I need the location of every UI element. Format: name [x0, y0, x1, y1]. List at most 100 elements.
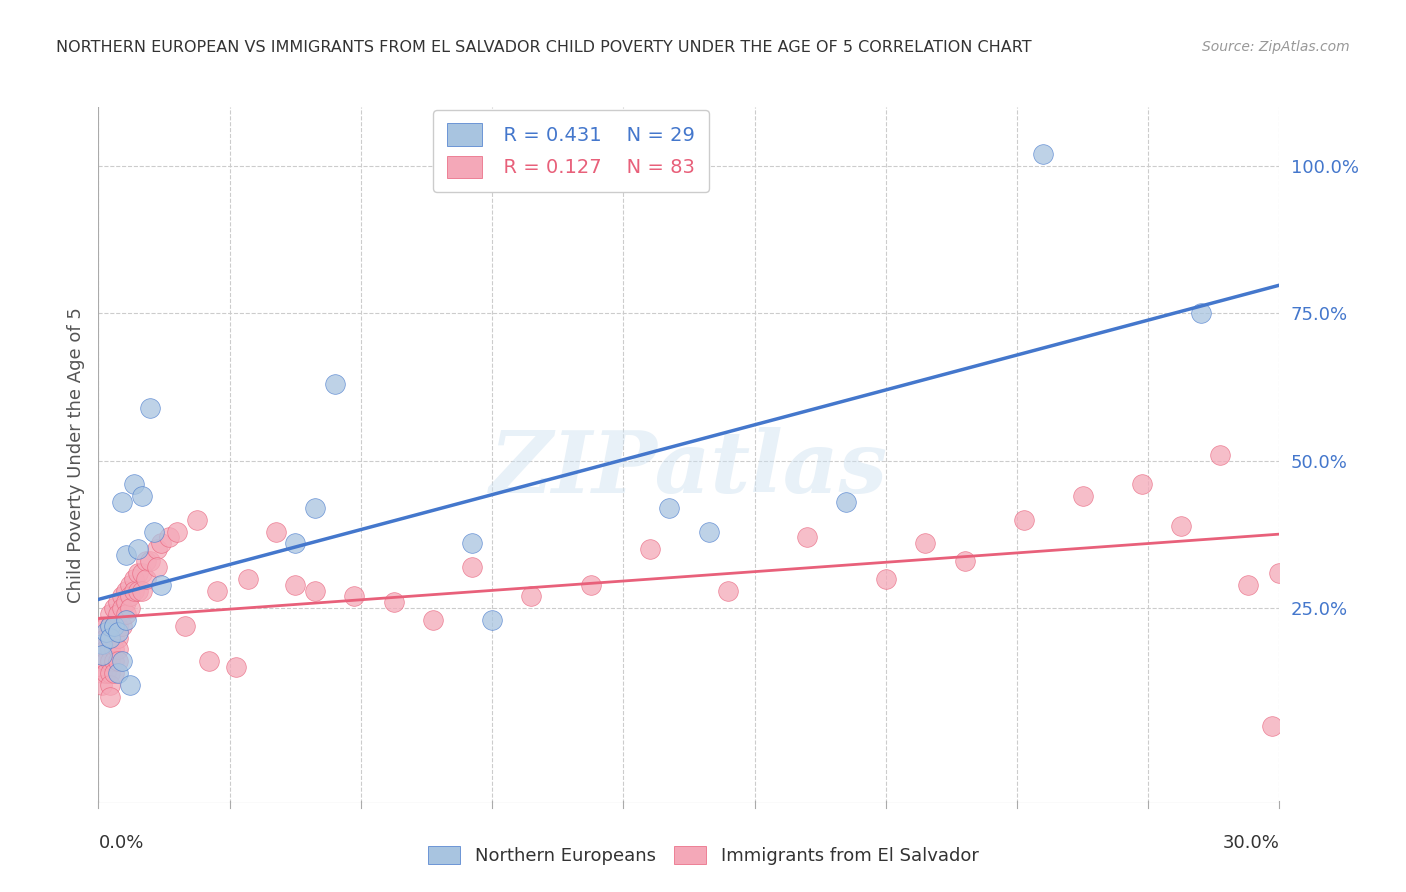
Point: [111, 654, 134, 668]
Point: [138, 401, 160, 415]
Point: [115, 607, 138, 621]
Point: [107, 607, 129, 621]
Point: [835, 495, 858, 509]
Point: [107, 654, 129, 668]
Text: Source: ZipAtlas.com: Source: ZipAtlas.com: [1202, 40, 1350, 54]
Point: [96, 666, 118, 681]
Point: [205, 583, 228, 598]
Point: [236, 572, 259, 586]
Point: [1209, 448, 1232, 462]
Point: [98, 678, 121, 692]
Point: [284, 577, 307, 591]
Point: [150, 577, 173, 591]
Point: [98, 690, 121, 704]
Point: [118, 601, 141, 615]
Point: [1012, 513, 1035, 527]
Point: [225, 660, 247, 674]
Point: [323, 377, 346, 392]
Legend: Northern Europeans, Immigrants from El Salvador: Northern Europeans, Immigrants from El S…: [419, 837, 987, 874]
Text: ZIPatlas: ZIPatlas: [489, 427, 889, 510]
Point: [382, 595, 405, 609]
Point: [103, 666, 125, 681]
Point: [1260, 719, 1282, 733]
Point: [98, 619, 121, 633]
Point: [98, 666, 121, 681]
Point: [98, 619, 121, 633]
Point: [697, 524, 720, 539]
Point: [304, 500, 326, 515]
Point: [1130, 477, 1153, 491]
Point: [103, 642, 125, 657]
Point: [91, 666, 114, 681]
Point: [122, 477, 145, 491]
Point: [481, 613, 503, 627]
Point: [96, 624, 118, 639]
Point: [717, 583, 740, 598]
Point: [118, 678, 141, 692]
Y-axis label: Child Poverty Under the Age of 5: Child Poverty Under the Age of 5: [66, 307, 84, 603]
Point: [127, 542, 149, 557]
Point: [304, 583, 326, 598]
Point: [107, 631, 129, 645]
Text: 0.0%: 0.0%: [98, 834, 143, 852]
Point: [98, 654, 121, 668]
Point: [1268, 566, 1291, 580]
Point: [186, 513, 208, 527]
Point: [91, 637, 114, 651]
Point: [98, 631, 121, 645]
Point: [264, 524, 287, 539]
Point: [150, 536, 173, 550]
Point: [103, 619, 125, 633]
Point: [107, 595, 129, 609]
Point: [142, 524, 165, 539]
Point: [520, 590, 543, 604]
Point: [461, 536, 484, 550]
Legend:   R = 0.431    N = 29,   R = 0.127    N = 83: R = 0.431 N = 29, R = 0.127 N = 83: [433, 110, 709, 192]
Point: [135, 572, 157, 586]
Point: [91, 648, 114, 663]
Point: [127, 566, 149, 580]
Point: [1071, 489, 1094, 503]
Point: [166, 524, 188, 539]
Point: [122, 572, 145, 586]
Point: [96, 654, 118, 668]
Point: [98, 642, 121, 657]
Point: [1032, 147, 1054, 161]
Point: [91, 619, 114, 633]
Point: [1170, 518, 1192, 533]
Point: [118, 577, 141, 591]
Point: [284, 536, 307, 550]
Point: [658, 500, 681, 515]
Point: [157, 531, 180, 545]
Point: [131, 583, 153, 598]
Point: [796, 531, 818, 545]
Text: NORTHERN EUROPEAN VS IMMIGRANTS FROM EL SALVADOR CHILD POVERTY UNDER THE AGE OF : NORTHERN EUROPEAN VS IMMIGRANTS FROM EL …: [56, 40, 1032, 55]
Point: [118, 590, 141, 604]
Point: [107, 624, 129, 639]
Point: [107, 642, 129, 657]
Point: [115, 583, 138, 598]
Text: 30.0%: 30.0%: [1223, 834, 1279, 852]
Point: [122, 583, 145, 598]
Point: [422, 613, 444, 627]
Point: [103, 601, 125, 615]
Point: [96, 631, 118, 645]
Point: [111, 601, 134, 615]
Point: [343, 590, 366, 604]
Point: [98, 607, 121, 621]
Point: [146, 542, 169, 557]
Point: [96, 642, 118, 657]
Point: [579, 577, 602, 591]
Point: [146, 560, 169, 574]
Point: [91, 678, 114, 692]
Point: [135, 554, 157, 568]
Point: [96, 619, 118, 633]
Point: [98, 631, 121, 645]
Point: [115, 548, 138, 562]
Point: [461, 560, 484, 574]
Point: [127, 583, 149, 598]
Point: [111, 590, 134, 604]
Point: [914, 536, 936, 550]
Point: [197, 654, 219, 668]
Point: [103, 619, 125, 633]
